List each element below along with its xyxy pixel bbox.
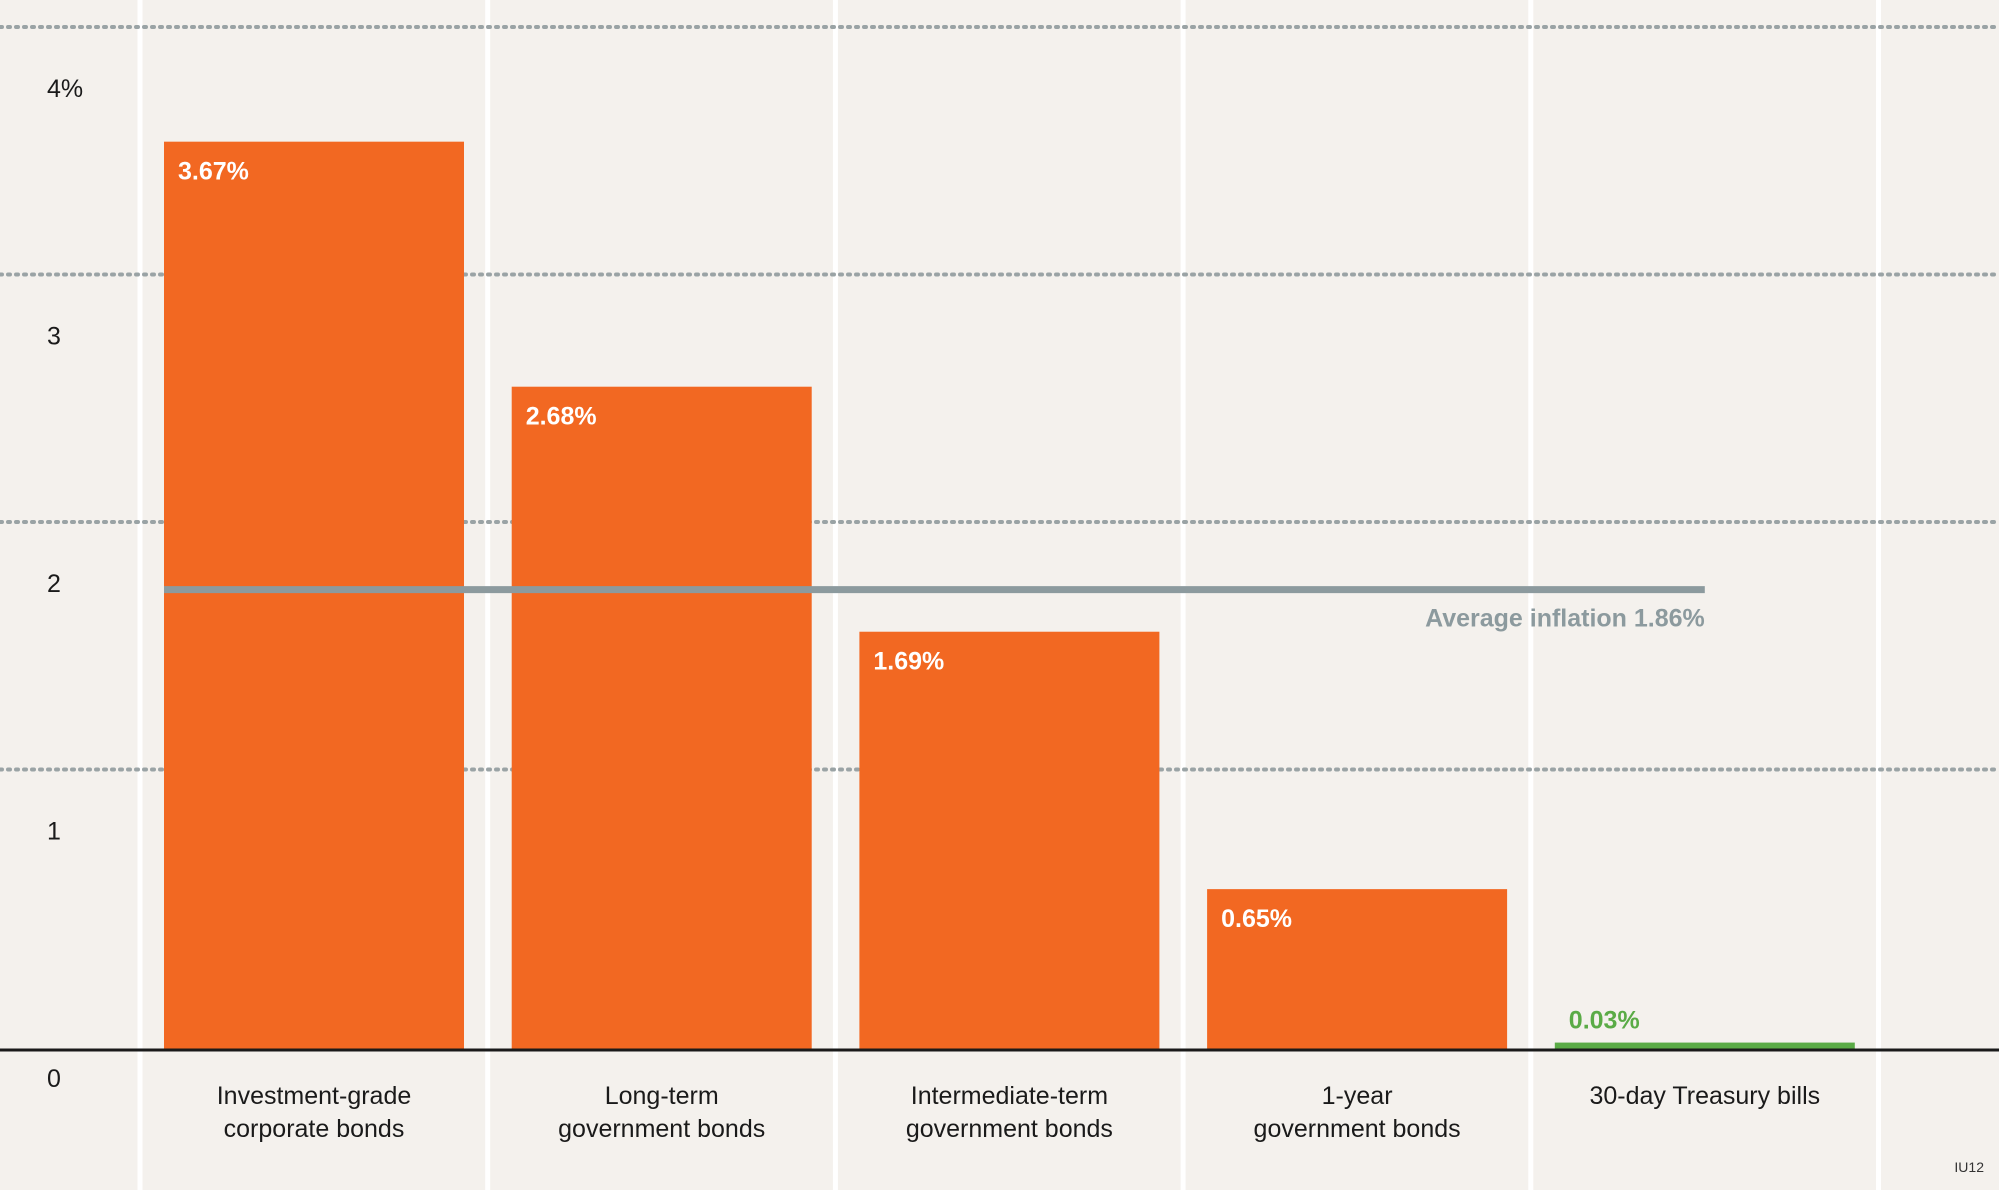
bar-value-labels: 3.67% 2.68% 1.69% 0.65% 0.03% [178, 158, 1640, 1035]
category-label-line: Investment-grade [217, 1082, 412, 1110]
category-label: Investment-grade corporate bonds [217, 1082, 412, 1143]
bar [511, 386, 812, 1050]
category-label: Long-term government bonds [558, 1082, 765, 1143]
category-label-line: government bonds [558, 1115, 765, 1143]
bar-value-label: 0.03% [1569, 1007, 1640, 1035]
category-label: 30-day Treasury bills [1589, 1082, 1820, 1110]
reference-line-label: Average inflation 1.86% [1425, 605, 1705, 633]
category-label: Intermediate-term government bonds [906, 1082, 1113, 1143]
column-dividers [137, 0, 1881, 1190]
bar-value-label: 2.68% [526, 403, 597, 431]
category-label-line: 1-year [1322, 1082, 1393, 1110]
category-label: 1-year government bonds [1254, 1082, 1461, 1143]
footnote-code: IU12 [1954, 1159, 1984, 1175]
category-label-line: government bonds [906, 1115, 1113, 1143]
y-axis-ticks: 0 1 2 3 4% [47, 75, 83, 1093]
y-tick-label: 3 [47, 323, 61, 351]
y-tick-label: 2 [47, 570, 61, 598]
y-tick-label: 0 [47, 1065, 61, 1093]
bar [164, 141, 464, 1051]
category-label-line: government bonds [1254, 1115, 1461, 1143]
category-label-line: 30-day Treasury bills [1589, 1082, 1820, 1110]
category-labels: Investment-grade corporate bonds Long-term… [217, 1082, 1820, 1143]
bar-value-label: 0.65% [1221, 905, 1292, 933]
y-tick-label: 4% [47, 75, 83, 103]
category-label-line: Long-term [605, 1082, 719, 1110]
bar-value-label: 3.67% [178, 158, 249, 186]
y-tick-label: 1 [47, 818, 61, 846]
bar [859, 631, 1160, 1050]
bar [1554, 1042, 1855, 1050]
bars [164, 141, 1855, 1051]
category-label-line: corporate bonds [224, 1115, 405, 1143]
bar [1207, 889, 1508, 1050]
category-label-line: Intermediate-term [911, 1082, 1108, 1110]
bar-value-label: 1.69% [873, 648, 944, 676]
reference-line-group: Average inflation 1.86% [164, 586, 1705, 633]
